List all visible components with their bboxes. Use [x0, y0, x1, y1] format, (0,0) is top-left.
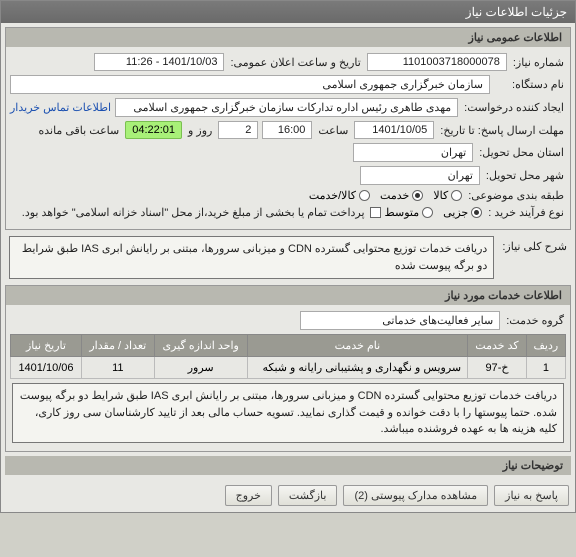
radio-partial[interactable]: جزیی — [443, 206, 482, 219]
radio-partial-label: جزیی — [443, 206, 468, 219]
services-section: اطلاعات خدمات مورد نیاز گروه خدمت: سایر … — [5, 285, 571, 452]
cell-qty: 11 — [81, 357, 154, 379]
window: جزئیات اطلاعات نیاز اطلاعات عمومی نیاز ش… — [0, 0, 576, 513]
radio-khedmat-label: خدمت — [380, 189, 409, 202]
radio-khedmat[interactable]: خدمت — [380, 189, 423, 202]
window-title: جزئیات اطلاعات نیاز — [1, 1, 575, 23]
cell-date: 1401/10/06 — [11, 357, 82, 379]
table-row: 1خ-97سرویس و نگهداری و پشتیبانی رایانه و… — [11, 357, 566, 379]
col-row: ردیف — [526, 335, 565, 357]
radio-kalakhedmat[interactable]: کالا/خدمت — [309, 189, 370, 202]
bottom-note: پرداخت تمام یا بخشی از مبلغ خرید،از محل … — [20, 206, 367, 219]
radio-kalakhedmat-label: کالا/خدمت — [309, 189, 356, 202]
col-date: تاریخ نیاز — [11, 335, 82, 357]
need-no-value: 1101003718000078 — [367, 53, 507, 71]
creator-label: ایجاد کننده درخواست: — [462, 101, 566, 114]
exit-button[interactable]: خروج — [225, 485, 272, 506]
general-section: اطلاعات عمومی نیاز شماره نیاز: 110100371… — [5, 27, 571, 230]
cell-row: 1 — [526, 357, 565, 379]
radio-medium[interactable]: متوسط — [385, 206, 434, 219]
notes-header: توضیحات نیاز — [5, 456, 571, 475]
contact-link[interactable]: اطلاعات تماس خریدار — [10, 101, 111, 114]
services-table: ردیف کد خدمت نام خدمت واحد اندازه گیری ت… — [10, 334, 566, 379]
col-qty: تعداد / مقدار — [81, 335, 154, 357]
cell-code: خ-97 — [468, 357, 527, 379]
province-label: استان محل تحویل: — [477, 146, 566, 159]
publish-label: تاریخ و ساعت اعلان عمومی: — [228, 56, 362, 69]
radio-kala-label: کالا — [433, 189, 448, 202]
radio-kala[interactable]: کالا — [433, 189, 462, 202]
col-unit: واحد اندازه گیری — [154, 335, 247, 357]
cell-name: سرویس و نگهداری و پشتیبانی رایانه و شبکه — [247, 357, 467, 379]
radio-medium-label: متوسط — [385, 206, 420, 219]
purchase-type-label: نوع فرآیند خرید : — [486, 206, 566, 219]
services-header: اطلاعات خدمات مورد نیاز — [6, 286, 570, 305]
org-label: نام دستگاه: — [494, 78, 566, 91]
group-value: سایر فعالیت‌های خدماتی — [300, 311, 500, 330]
button-bar: پاسخ به نیاز مشاهده مدارک پیوستی (2) باز… — [1, 479, 575, 512]
attachments-button[interactable]: مشاهده مدارک پیوستی (2) — [343, 485, 488, 506]
purchase-type-group: جزیی متوسط — [385, 206, 483, 219]
respond-button[interactable]: پاسخ به نیاز — [494, 485, 569, 506]
deadline-time: 16:00 — [262, 121, 312, 139]
hours-label: ساعت باقی مانده — [36, 124, 121, 137]
publish-value: 1401/10/03 - 11:26 — [94, 53, 224, 71]
group-label: گروه خدمت: — [504, 314, 566, 327]
budget-label: طبقه بندی موضوعی: — [466, 189, 566, 202]
category-radio-group: کالا خدمت کالا/خدمت — [309, 189, 462, 202]
time-remaining-badge: 04:22:01 — [125, 121, 182, 139]
checkbox-note[interactable]: پرداخت تمام یا بخشی از مبلغ خرید،از محل … — [20, 206, 381, 219]
cell-unit: سرور — [154, 357, 247, 379]
province-value: تهران — [353, 143, 473, 162]
deadline-label: مهلت ارسال پاسخ: تا تاریخ: — [438, 124, 566, 137]
org-value: سازمان خبرگزاری جمهوری اسلامی — [10, 75, 490, 94]
need-desc-box: دریافت خدمات توزیع محتوایی گسترده CDN و … — [9, 236, 494, 279]
services-detail: دریافت خدمات توزیع محتوایی گسترده CDN و … — [12, 383, 564, 443]
time-label: ساعت — [316, 124, 350, 137]
creator-value: مهدی طاهری رئیس اداره تدارکات سازمان خبر… — [115, 98, 458, 117]
city-label: شهر محل تحویل: — [484, 169, 566, 182]
days-remaining: 2 — [218, 121, 258, 139]
col-code: کد خدمت — [468, 335, 527, 357]
col-name: نام خدمت — [247, 335, 467, 357]
need-desc-label: شرح کلی نیاز: — [500, 234, 569, 253]
back-button[interactable]: بازگشت — [278, 485, 338, 506]
days-label: روز و — [186, 124, 214, 137]
general-header: اطلاعات عمومی نیاز — [6, 28, 570, 47]
city-value: تهران — [360, 166, 480, 185]
need-no-label: شماره نیاز: — [511, 56, 566, 69]
deadline-date: 1401/10/05 — [354, 121, 434, 139]
